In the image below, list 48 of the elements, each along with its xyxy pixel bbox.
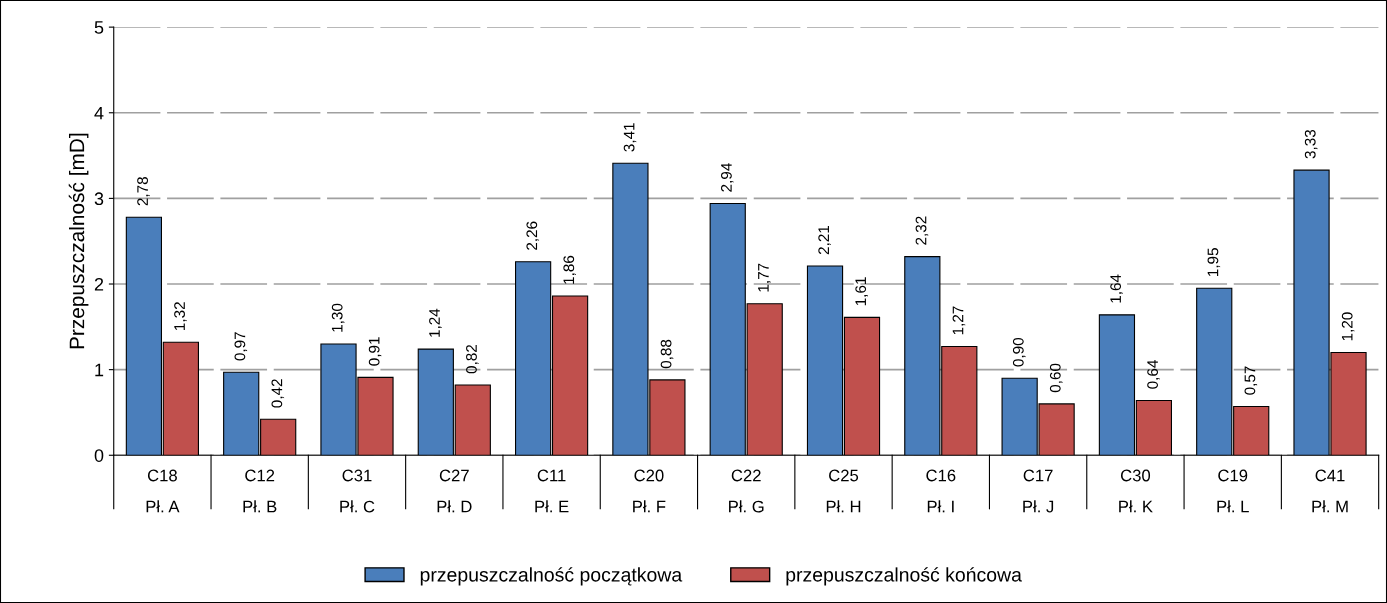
x-tick-label: C22 Pł. G bbox=[729, 469, 764, 513]
data-label: 1,61 bbox=[855, 277, 868, 306]
data-label: 2,94 bbox=[721, 163, 734, 192]
legend-label: przepuszczalność końcowa bbox=[786, 567, 1022, 586]
data-label: 2,78 bbox=[137, 177, 150, 206]
x-tick-label: C30 Pł. K bbox=[1119, 469, 1153, 513]
x-tick-label: C12 Pł. B bbox=[243, 469, 277, 513]
data-label: 0,60 bbox=[1049, 363, 1063, 393]
data-label: 1,30 bbox=[331, 303, 345, 332]
x-tick-label: C25 Pł. H bbox=[826, 469, 861, 513]
x-tick-label: C11 Pł. E bbox=[535, 469, 569, 513]
y-tick-label: 0 bbox=[94, 449, 104, 462]
data-label: 0,57 bbox=[1244, 366, 1258, 395]
data-label: 0,42 bbox=[271, 379, 285, 408]
x-tick-label: C16 Pł. I bbox=[926, 469, 956, 513]
data-label: 0,91 bbox=[368, 337, 382, 366]
data-label: 0,88 bbox=[660, 339, 674, 369]
y-tick-label: 4 bbox=[94, 106, 104, 120]
data-label: 3,33 bbox=[1304, 129, 1318, 159]
y-tick-label: 5 bbox=[94, 21, 104, 34]
data-label: 1,20 bbox=[1341, 312, 1355, 341]
x-tick-label: C20 Pł. F bbox=[633, 469, 666, 513]
x-tick-label: C18 Pł. A bbox=[146, 469, 180, 513]
x-tick-label: C27 Pł. D bbox=[437, 469, 472, 513]
y-tick-label: 3 bbox=[94, 192, 104, 206]
data-label: 3,41 bbox=[623, 123, 637, 152]
legend-label: przepuszczalność początkowa bbox=[420, 567, 683, 586]
x-tick-label: C19 Pł. L bbox=[1217, 469, 1249, 513]
x-tick-label: C41 Pł. M bbox=[1312, 469, 1348, 513]
data-label: 1,27 bbox=[952, 306, 966, 335]
data-label: 2,21 bbox=[818, 225, 831, 255]
data-label: 1,24 bbox=[429, 308, 442, 337]
y-axis-title: Przepuszczalność [mD] bbox=[68, 133, 89, 349]
data-label: 2,26 bbox=[526, 221, 540, 250]
data-label: 1,64 bbox=[1110, 274, 1123, 303]
y-tick-label: 1 bbox=[95, 363, 104, 377]
y-tick-label: 2 bbox=[94, 277, 104, 291]
data-label: 0,82 bbox=[466, 344, 479, 374]
x-tick-label: C17 Pł. J bbox=[1023, 469, 1054, 513]
data-label: 1,95 bbox=[1207, 248, 1221, 277]
data-label: 2,32 bbox=[915, 216, 929, 245]
data-label: 0,97 bbox=[234, 332, 248, 361]
data-label: 1,32 bbox=[174, 302, 187, 330]
data-label: 1,77 bbox=[758, 263, 771, 292]
data-label: 0,64 bbox=[1147, 360, 1160, 389]
x-tick-label: C31 Pł. C bbox=[340, 469, 375, 513]
data-label: 0,90 bbox=[1012, 337, 1026, 367]
data-label: 1,86 bbox=[563, 255, 576, 284]
